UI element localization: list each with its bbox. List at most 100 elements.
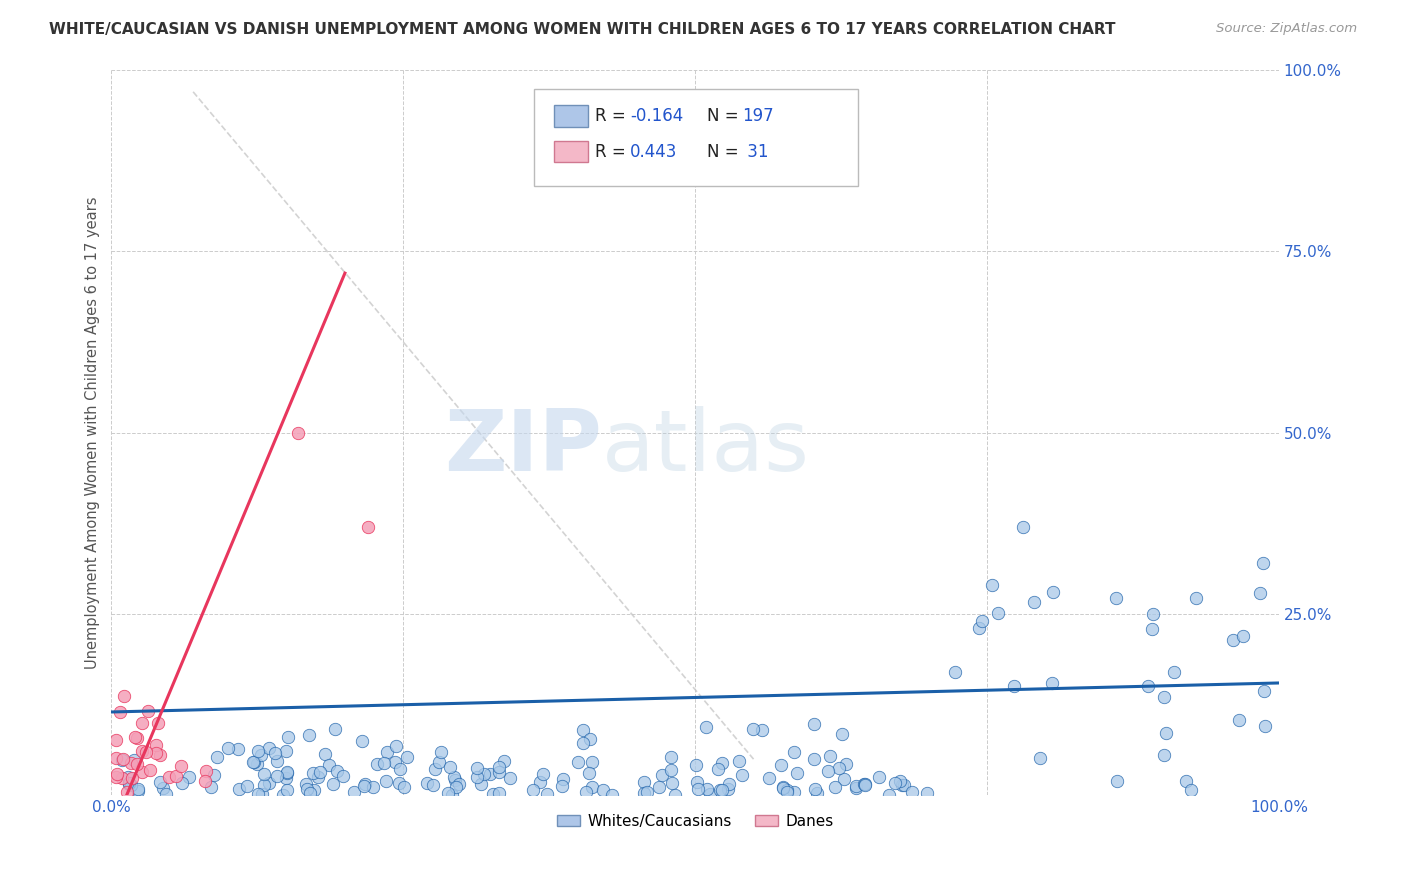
- Point: [307, 771, 329, 785]
- Point: [696, 781, 718, 796]
- Point: [318, 757, 340, 772]
- Point: [633, 775, 655, 789]
- Point: [1222, 632, 1244, 647]
- Point: [353, 780, 375, 794]
- Point: [194, 773, 217, 788]
- Point: [228, 742, 250, 756]
- Point: [820, 748, 842, 763]
- Point: [717, 777, 740, 791]
- Point: [271, 788, 294, 802]
- Point: [1153, 690, 1175, 705]
- Point: [170, 759, 193, 773]
- Point: [298, 728, 321, 742]
- Point: [111, 753, 134, 767]
- Point: [478, 767, 501, 781]
- Point: [578, 732, 600, 747]
- Point: [253, 766, 276, 780]
- Point: [430, 745, 453, 759]
- Point: [443, 770, 465, 784]
- Point: [207, 750, 229, 764]
- Point: [492, 754, 515, 768]
- Point: [1185, 591, 1208, 606]
- Point: [817, 764, 839, 778]
- Point: [467, 770, 489, 784]
- Point: [145, 747, 167, 761]
- Point: [686, 781, 709, 796]
- Point: [636, 785, 658, 799]
- Text: N =: N =: [707, 107, 744, 125]
- Point: [384, 755, 406, 769]
- Point: [967, 621, 990, 635]
- Point: [845, 780, 868, 795]
- Point: [661, 776, 683, 790]
- Point: [852, 777, 875, 791]
- Point: [124, 731, 146, 745]
- Point: [578, 765, 600, 780]
- Point: [711, 756, 734, 770]
- Point: [235, 779, 257, 793]
- Point: [110, 705, 132, 719]
- Point: [266, 754, 288, 768]
- Point: [1002, 679, 1025, 693]
- Point: [499, 771, 522, 785]
- Point: [707, 762, 730, 776]
- Point: [1142, 607, 1164, 621]
- Point: [385, 739, 408, 753]
- Point: [354, 777, 377, 791]
- Point: [118, 776, 141, 790]
- Point: [127, 757, 149, 772]
- Point: [343, 785, 366, 799]
- Point: [117, 785, 139, 799]
- Point: [1254, 718, 1277, 732]
- Point: [531, 767, 554, 781]
- Point: [135, 745, 157, 759]
- Point: [276, 764, 298, 779]
- Point: [970, 615, 993, 629]
- Point: [783, 745, 806, 759]
- Point: [529, 775, 551, 789]
- Point: [195, 764, 218, 779]
- Point: [834, 756, 856, 771]
- Point: [659, 763, 682, 777]
- Point: [824, 780, 846, 794]
- Point: [146, 715, 169, 730]
- Point: [276, 766, 298, 780]
- Point: [1029, 751, 1052, 765]
- Point: [567, 756, 589, 770]
- Point: [699, 787, 721, 801]
- Point: [772, 780, 794, 795]
- Point: [572, 736, 595, 750]
- Point: [373, 756, 395, 770]
- Point: [868, 770, 890, 784]
- Point: [488, 760, 510, 774]
- Point: [299, 786, 322, 800]
- Text: -0.164: -0.164: [630, 107, 683, 125]
- Point: [661, 750, 683, 764]
- Point: [332, 769, 354, 783]
- Point: [388, 776, 411, 790]
- Point: [152, 781, 174, 796]
- Point: [200, 780, 222, 795]
- Point: [685, 757, 707, 772]
- Point: [149, 747, 172, 762]
- Point: [845, 779, 868, 793]
- Text: atlas: atlas: [602, 406, 810, 489]
- Point: [131, 764, 153, 779]
- Point: [246, 787, 269, 801]
- Point: [202, 768, 225, 782]
- Text: R =: R =: [595, 107, 631, 125]
- Point: [987, 606, 1010, 620]
- Point: [1174, 773, 1197, 788]
- Point: [394, 780, 416, 794]
- Point: [889, 774, 911, 789]
- Point: [1232, 629, 1254, 643]
- Point: [155, 788, 177, 802]
- Point: [803, 752, 825, 766]
- Point: [551, 772, 574, 786]
- Point: [855, 778, 877, 792]
- Point: [395, 750, 418, 764]
- Point: [257, 776, 280, 790]
- Point: [832, 772, 855, 786]
- Point: [326, 764, 349, 779]
- Point: [772, 781, 794, 796]
